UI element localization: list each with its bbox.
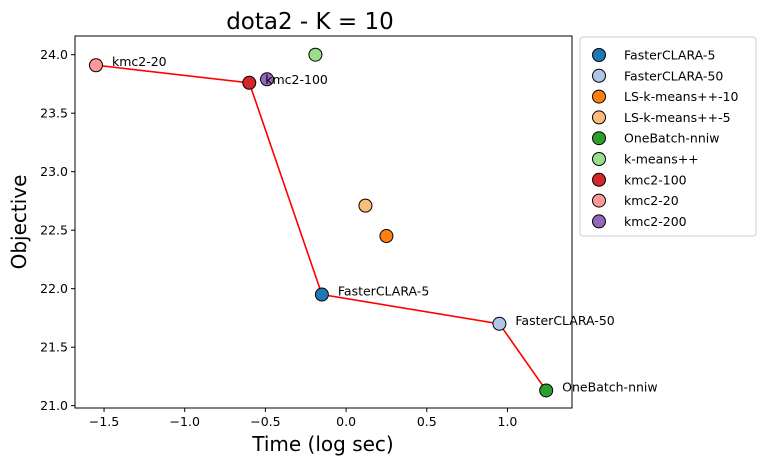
annotation-label: kmc2-20: [112, 54, 167, 69]
legend-label: FasterCLARA-5: [624, 48, 715, 63]
y-tick-label: 23.0: [40, 164, 68, 179]
annotation-label: FasterCLARA-5: [338, 284, 429, 299]
point-annotations: kmc2-20 kmc2-100 FasterCLARA-5 FasterCLARA-…: [112, 54, 658, 394]
y-tick-label: 24.0: [40, 47, 68, 62]
plot-area: [75, 36, 572, 408]
annotation-label: kmc2-100: [265, 72, 328, 87]
point-kmc2-20: [88, 58, 103, 73]
legend-box: [579, 36, 757, 237]
y-axis-label: Objective: [7, 175, 31, 270]
annotation-label: FasterCLARA-50: [515, 313, 614, 328]
y-tick-label: 21.5: [40, 340, 68, 355]
legend-label: kmc2-200: [624, 214, 687, 229]
legend-marker: [592, 48, 606, 62]
legend-marker: [592, 68, 606, 83]
point-fasterclara-5: [314, 287, 329, 302]
point-ls-k-means-5: [358, 198, 373, 213]
x-tick-label: 0.5: [417, 414, 437, 429]
legend-marker: [592, 110, 606, 125]
data-points: [88, 47, 554, 398]
legend-marker: [592, 214, 606, 229]
plot-frame: [74, 35, 573, 409]
legend-label: LS-k-means++-5: [624, 110, 731, 125]
point-kmc2-200: [260, 72, 275, 87]
legend-label: kmc2-20: [624, 193, 679, 208]
x-tick-label: −1.5: [89, 414, 119, 429]
legend-label: LS-k-means++-10: [624, 89, 739, 104]
legend-label: kmc2-100: [624, 172, 687, 187]
legend-marker: [592, 172, 606, 187]
legend-label: k-means++: [624, 152, 699, 167]
legend-marker: [592, 89, 606, 104]
x-axis-ticks: −1.5 −1.0 −0.5 0.0 0.5 1.0: [89, 408, 518, 429]
point-kmc2-100: [242, 75, 257, 90]
y-axis-ticks: 21.0 21.5 22.0 22.5 23.0 23.5 24.0: [40, 47, 75, 413]
legend-marker: [592, 131, 606, 146]
legend-label: FasterCLARA-50: [624, 68, 723, 83]
x-tick-label: −1.0: [170, 414, 200, 429]
y-tick-label: 22.0: [40, 281, 68, 296]
legend-label: OneBatch-nniw: [624, 131, 719, 146]
legend: FasterCLARA-5 FasterCLARA-50 LS-k-means++-…: [579, 36, 757, 237]
annotation-label: OneBatch-nniw: [562, 379, 657, 394]
point-fasterclara-50: [492, 316, 507, 331]
point-k-means: [308, 47, 323, 62]
x-tick-label: −0.5: [250, 414, 280, 429]
y-tick-label: 22.5: [40, 223, 68, 238]
x-axis-label: Time (log sec): [251, 432, 393, 456]
y-tick-label: 21.0: [40, 398, 68, 413]
y-tick-label: 23.5: [40, 106, 68, 121]
legend-marker: [592, 152, 606, 166]
x-tick-label: 0.0: [336, 414, 356, 429]
point-ls-k-means-10: [379, 229, 394, 244]
chart-title: dota2 - K = 10: [226, 9, 394, 35]
legend-marker: [592, 193, 606, 208]
point-onebatch-nniw: [539, 383, 554, 398]
x-tick-label: 1.0: [498, 414, 518, 429]
